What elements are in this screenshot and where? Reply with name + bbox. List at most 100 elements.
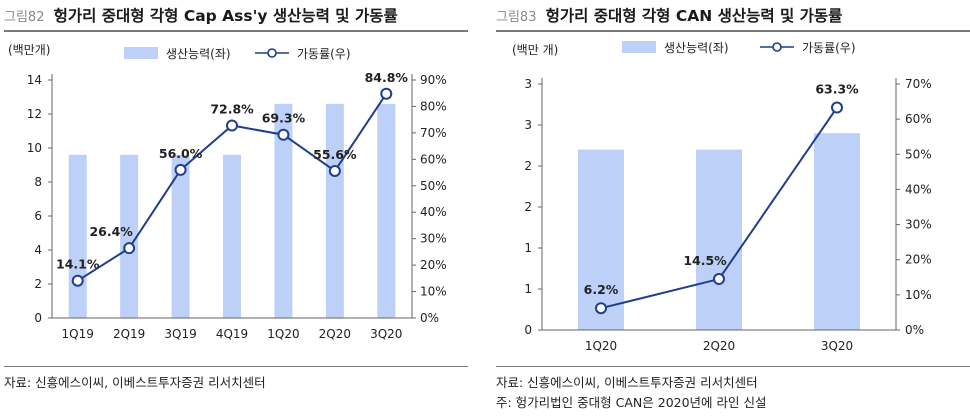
source-rule <box>4 366 468 367</box>
bar <box>120 154 139 318</box>
line-point <box>713 273 725 286</box>
y-right-tick-label: 60% <box>905 112 932 126</box>
figure-title-row: 그림83 헝가리 중대형 각형 CAN 생산능력 및 가동률 <box>496 4 842 26</box>
legend-bar-label: 생산능력(좌) <box>664 41 729 55</box>
x-tick-label: 2Q20 <box>319 327 351 341</box>
figure-title-row: 그림82 헝가리 중대형 각형 Cap Ass'y 생산능력 및 가동률 <box>4 4 398 26</box>
figure-title: 헝가리 중대형 각형 CAN 생산능력 및 가동률 <box>545 7 843 25</box>
data-label: 56.0% <box>159 146 203 161</box>
y-left-tick-label: 6 <box>34 209 42 223</box>
data-label: 6.2% <box>584 282 619 297</box>
line-point <box>123 242 136 255</box>
y-right-tick-label: 20% <box>905 253 932 267</box>
y-left-tick-label: 2 <box>34 277 42 291</box>
y-right-tick-label: 40% <box>905 182 932 196</box>
legend-line-label: 가동률(우) <box>802 41 856 55</box>
legend-line-marker <box>772 42 782 52</box>
x-tick-label: 3Q19 <box>164 327 196 341</box>
line-point <box>595 302 607 315</box>
legend-bar-label: 생산능력(좌) <box>166 47 231 61</box>
bar <box>68 154 87 318</box>
chart-panel-2: 그림83 헝가리 중대형 각형 CAN 생산능력 및 가동률 (백만 개) 생산능… <box>492 0 970 416</box>
bar <box>223 154 241 318</box>
chart-plot: (백만 개) 생산능력(좌) 가동률(우)01122330%10%20%30%40%… <box>512 41 932 353</box>
y-left-tick-label: 2 <box>524 200 532 214</box>
y-right-tick-label: 70% <box>905 77 932 91</box>
y-right-tick-label: 0% <box>905 323 924 337</box>
chart-plot: (백만개) 생산능력(좌) 가동률(우) 0 2 4 6 8 10 12 14 0% 10% 20% 30%… <box>8 43 447 341</box>
y-left-tick-label: 2 <box>524 159 532 173</box>
source-rule <box>496 366 970 367</box>
y-left-tick-label: 3 <box>524 118 532 132</box>
legend-bar-swatch <box>124 47 158 59</box>
x-tick-label: 1Q20 <box>585 339 617 353</box>
line-point <box>71 274 84 287</box>
bar <box>274 103 293 318</box>
bar <box>696 149 742 330</box>
data-label: 55.6% <box>313 147 357 162</box>
y-right-tick-label: 10% <box>905 288 932 302</box>
bar <box>578 149 624 330</box>
y-right-tick-label: 40% <box>420 205 447 219</box>
y-right-tick-label: 50% <box>905 147 932 161</box>
x-tick-label: 1Q20 <box>267 327 299 341</box>
y-right-tick-label: 50% <box>420 179 447 193</box>
data-label: 84.8% <box>365 70 409 85</box>
x-tick-label: 3Q20 <box>370 327 402 341</box>
y-left-tick-label: 10 <box>27 141 42 155</box>
figure-number: 그림83 <box>496 10 537 25</box>
data-label: 69.3% <box>262 111 306 126</box>
x-tick-label: 2Q20 <box>703 339 735 353</box>
y-left-tick-label: 1 <box>524 282 532 296</box>
x-tick-label: 3Q20 <box>821 339 853 353</box>
data-label: 14.5% <box>683 253 727 268</box>
y-left-tick-label: 4 <box>34 243 42 257</box>
y-left-tick-label: 14 <box>27 73 42 87</box>
legend-line-marker <box>267 48 277 58</box>
y-right-tick-label: 90% <box>420 73 447 87</box>
legend-bar-swatch <box>622 41 656 53</box>
line-point <box>380 87 393 100</box>
data-label: 63.3% <box>815 82 859 97</box>
y-right-tick-label: 30% <box>420 232 447 246</box>
y-right-tick-label: 60% <box>420 152 447 166</box>
y-left-unit: (백만개) <box>8 43 50 57</box>
data-label: 14.1% <box>56 257 100 272</box>
y-left-tick-label: 0 <box>34 311 42 325</box>
y-left-tick-label: 1 <box>524 241 532 255</box>
y-left-tick-label: 3 <box>524 77 532 91</box>
line-point <box>328 164 341 177</box>
y-left-unit: (백만 개) <box>512 43 558 57</box>
y-left-tick-label: 0 <box>524 323 532 337</box>
bar <box>814 133 860 330</box>
x-tick-label: 2Q19 <box>113 327 145 341</box>
y-left-tick-label: 12 <box>27 107 42 121</box>
y-right-tick-label: 80% <box>420 99 447 113</box>
x-tick-label: 4Q19 <box>216 327 248 341</box>
figure-title: 헝가리 중대형 각형 Cap Ass'y 생산능력 및 가동률 <box>53 7 398 25</box>
data-label: 72.8% <box>210 101 254 116</box>
legend-line-label: 가동률(우) <box>297 47 351 61</box>
source-note: 자료: 신흥에스이씨, 이베스트투자증권 리서치센터 <box>496 375 758 390</box>
line-point <box>277 128 290 141</box>
y-right-tick-label: 0% <box>420 311 439 325</box>
title-rule <box>4 30 468 32</box>
y-right-tick-label: 70% <box>420 126 447 140</box>
chart-panel-1: 그림82 헝가리 중대형 각형 Cap Ass'y 생산능력 및 가동률 (백만… <box>0 0 468 416</box>
bar <box>171 154 190 318</box>
y-left-tick-label: 8 <box>34 175 42 189</box>
x-tick-label: 1Q19 <box>62 327 94 341</box>
y-right-tick-label: 30% <box>905 218 932 232</box>
line-point <box>174 163 187 176</box>
data-label: 26.4% <box>89 224 133 239</box>
source-note: 자료: 신흥에스이씨, 이베스트투자증권 리서치센터 <box>4 375 266 390</box>
line-point <box>831 101 843 114</box>
figure-number: 그림82 <box>4 10 45 25</box>
y-right-tick-label: 10% <box>420 285 447 299</box>
line-point <box>226 119 238 132</box>
y-right-tick-label: 20% <box>420 258 447 272</box>
footnote: 주: 헝가리법인 중대형 CAN은 2020년에 라인 신설 <box>496 395 767 410</box>
bar <box>325 103 344 318</box>
title-rule <box>496 30 970 32</box>
bar <box>377 103 396 318</box>
